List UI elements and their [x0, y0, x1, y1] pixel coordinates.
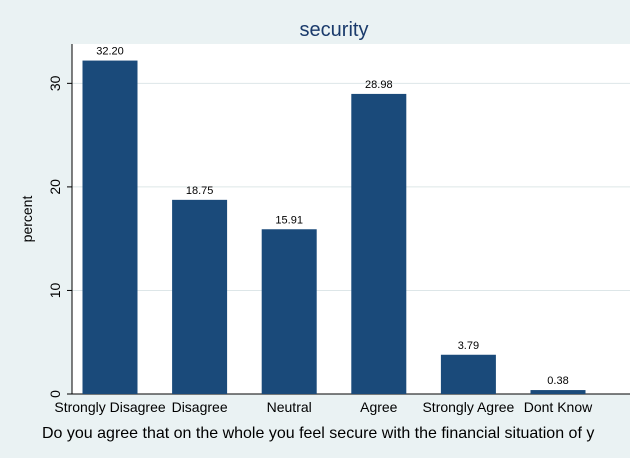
y-axis-title: percent [19, 196, 35, 243]
category-label: Neutral [267, 399, 312, 415]
value-label: 15.91 [275, 214, 303, 226]
category-label: Disagree [172, 399, 228, 415]
value-label: 32.20 [96, 46, 124, 58]
bar [82, 60, 138, 394]
value-label: 0.38 [547, 375, 568, 387]
bar [530, 390, 586, 394]
bar [351, 93, 407, 394]
value-label: 3.79 [458, 340, 479, 352]
x-axis-title: Do you agree that on the whole you feel … [42, 425, 594, 442]
gridlines [72, 82, 630, 291]
bar [440, 354, 496, 394]
y-tick-label: 20 [47, 179, 63, 195]
chart-title: security [300, 19, 369, 41]
category-label: Agree [360, 399, 398, 415]
bar [261, 229, 317, 394]
category-label: Strongly Disagree [54, 399, 165, 415]
plot-area [72, 44, 630, 394]
bars [82, 60, 586, 394]
category-labels: Strongly Disagree Disagree Neutral Agree Str… [54, 399, 593, 415]
value-label: 18.75 [186, 185, 214, 197]
category-label: Strongly Agree [422, 399, 514, 415]
y-ticks: 0 10 20 30 [47, 75, 72, 398]
y-tick-label: 0 [47, 390, 63, 398]
value-label: 28.98 [365, 79, 393, 91]
category-label: Dont Know [524, 399, 593, 415]
y-tick-label: 30 [47, 75, 63, 91]
y-tick-label: 10 [47, 282, 63, 298]
value-labels: 32.20 18.75 15.91 28.98 3.79 0.38 [96, 46, 568, 387]
bar [172, 199, 228, 394]
